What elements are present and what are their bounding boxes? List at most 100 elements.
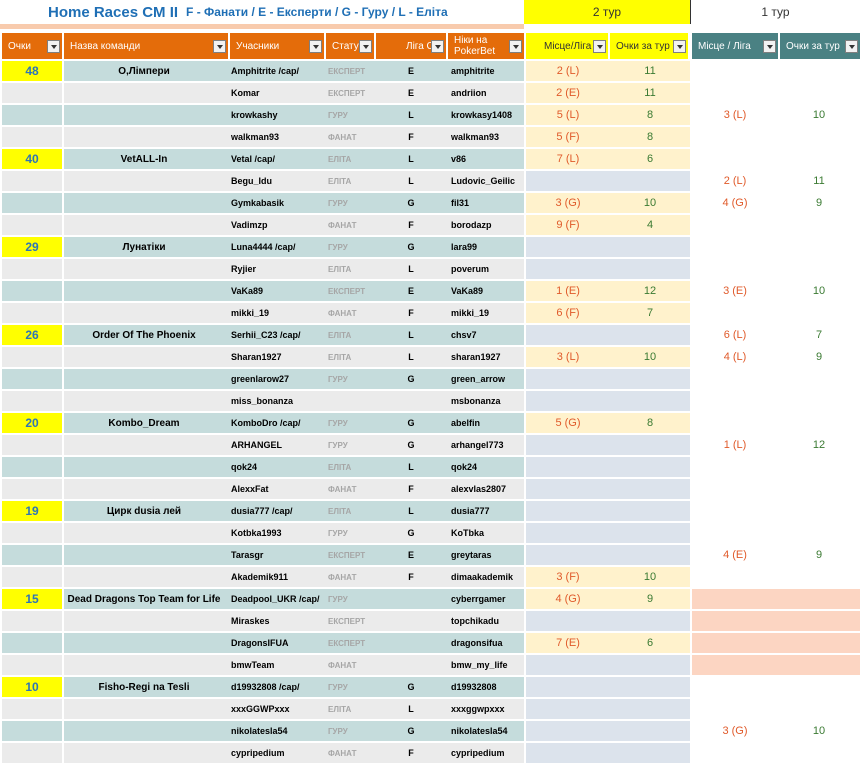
score-cell[interactable] [2, 127, 62, 147]
round2-points[interactable] [610, 721, 690, 741]
round1-points[interactable] [778, 611, 860, 631]
round1-place[interactable] [692, 215, 778, 235]
round2-points[interactable]: 8 [646, 417, 654, 429]
member-name[interactable]: Tarasgr [231, 550, 264, 560]
round1-place[interactable] [692, 237, 778, 257]
pokerbet-nick[interactable]: fil31 [451, 198, 470, 208]
status-label[interactable]: ГУРУ [328, 198, 348, 208]
team-name[interactable]: Fisho-Regi na Tesli [98, 681, 190, 693]
score-cell[interactable] [2, 259, 62, 279]
status-label[interactable]: ГУРУ [328, 242, 348, 252]
member-name[interactable]: Akademik911 [231, 572, 289, 582]
round1-points[interactable] [778, 457, 860, 477]
member-name[interactable]: Vadimzp [231, 220, 268, 230]
member-name[interactable]: Amphitrite /cap/ [231, 66, 300, 76]
round1-place[interactable]: 4 (E) [723, 549, 747, 561]
score-cell[interactable]: 40 [25, 152, 39, 166]
round2-place[interactable] [526, 391, 610, 411]
round1-points[interactable]: 9 [815, 549, 823, 561]
round1-points[interactable] [778, 655, 860, 675]
pokerbet-nick[interactable]: poverum [451, 264, 490, 274]
league-code[interactable]: G [407, 198, 415, 208]
round1-points[interactable] [778, 699, 860, 719]
round1-place[interactable] [692, 457, 778, 477]
score-cell[interactable] [2, 545, 62, 565]
score-cell[interactable]: 19 [25, 504, 39, 518]
member-name[interactable]: AlexxFat [231, 484, 269, 494]
pokerbet-nick[interactable]: dimaakademik [451, 572, 514, 582]
member-name[interactable]: nikolatesla54 [231, 726, 288, 736]
round2-points[interactable] [610, 677, 690, 697]
score-cell[interactable] [2, 633, 62, 653]
round2-place[interactable]: 3 (L) [556, 351, 580, 363]
round2-points[interactable] [610, 655, 690, 675]
filter-dropdown-icon[interactable] [47, 40, 60, 53]
round2-points[interactable] [610, 369, 690, 389]
pokerbet-nick[interactable]: abelfin [451, 418, 481, 428]
league-code[interactable]: G [407, 242, 415, 252]
pokerbet-nick[interactable]: KoTbka [451, 528, 485, 538]
status-label[interactable]: ГУРУ [328, 594, 348, 604]
pokerbet-nick[interactable]: alexvlas2807 [451, 484, 507, 494]
member-name[interactable]: Gymkabasik [231, 198, 285, 208]
round1-points[interactable] [778, 149, 860, 169]
round2-points[interactable] [610, 237, 690, 257]
round1-points[interactable] [778, 567, 860, 587]
status-label[interactable]: ЕКСПЕРТ [328, 66, 366, 76]
team-name[interactable]: VetALL-In [120, 153, 168, 165]
member-name[interactable]: ARHANGEL [231, 440, 282, 450]
status-label[interactable]: ЕЛІТА [328, 330, 352, 340]
filter-dropdown-icon[interactable] [309, 40, 322, 53]
round2-place[interactable]: 5 (F) [556, 131, 580, 143]
status-label[interactable]: ЕЛІТА [328, 462, 352, 472]
round1-place[interactable]: 4 (G) [722, 197, 748, 209]
pokerbet-nick[interactable]: walkman93 [451, 132, 500, 142]
score-cell[interactable] [2, 699, 62, 719]
round1-points[interactable] [778, 523, 860, 543]
league-code[interactable]: L [408, 704, 414, 714]
round1-place[interactable] [692, 259, 778, 279]
league-code[interactable]: L [408, 176, 414, 186]
round1-points[interactable] [778, 413, 860, 433]
member-name[interactable]: cypripedium [231, 748, 285, 758]
status-label[interactable]: ЕКСПЕРТ [328, 88, 366, 98]
team-name[interactable] [64, 83, 224, 103]
round1-place[interactable] [692, 699, 778, 719]
status-label[interactable]: ЕКСПЕРТ [328, 550, 366, 560]
round1-points[interactable] [778, 479, 860, 499]
status-label[interactable]: ЕЛІТА [328, 352, 352, 362]
member-name[interactable]: VaKa89 [231, 286, 264, 296]
round1-place[interactable]: 2 (L) [723, 175, 747, 187]
round1-place[interactable]: 3 (G) [722, 725, 748, 737]
league-code[interactable]: F [408, 572, 414, 582]
pokerbet-nick[interactable]: arhangel773 [451, 440, 504, 450]
round1-points[interactable] [778, 633, 860, 653]
pokerbet-nick[interactable]: bmw_my_life [451, 660, 508, 670]
status-label[interactable]: ГУРУ [328, 440, 348, 450]
status-label[interactable]: ЕКСПЕРТ [328, 286, 366, 296]
round1-points[interactable]: 10 [812, 285, 826, 297]
round2-place[interactable]: 7 (E) [556, 637, 580, 649]
filter-dropdown-icon[interactable] [509, 40, 522, 53]
score-cell[interactable] [2, 215, 62, 235]
round1-points[interactable] [778, 391, 860, 411]
round2-points[interactable]: 12 [643, 285, 657, 297]
round2-place[interactable] [526, 259, 610, 279]
score-cell[interactable]: 20 [25, 416, 39, 430]
pokerbet-nick[interactable]: msbonanza [451, 396, 501, 406]
filter-dropdown-icon[interactable] [359, 40, 372, 53]
round1-place[interactable] [692, 149, 778, 169]
header-members[interactable]: Учасники [230, 33, 324, 59]
member-name[interactable]: Komar [231, 88, 260, 98]
pokerbet-nick[interactable]: cyberrgamer [451, 594, 506, 604]
team-name[interactable]: Kombo_Dream [108, 417, 180, 429]
pokerbet-nick[interactable]: sharan1927 [451, 352, 501, 362]
pokerbet-nick[interactable]: dusia777 [451, 506, 490, 516]
round2-place[interactable] [526, 325, 610, 345]
league-code[interactable]: E [407, 286, 414, 296]
header-r1-points[interactable]: Очки за тур [780, 33, 860, 59]
round1-place[interactable] [692, 611, 778, 631]
round2-points[interactable] [610, 391, 690, 411]
round1-points[interactable] [778, 501, 860, 521]
score-cell[interactable] [2, 721, 62, 741]
